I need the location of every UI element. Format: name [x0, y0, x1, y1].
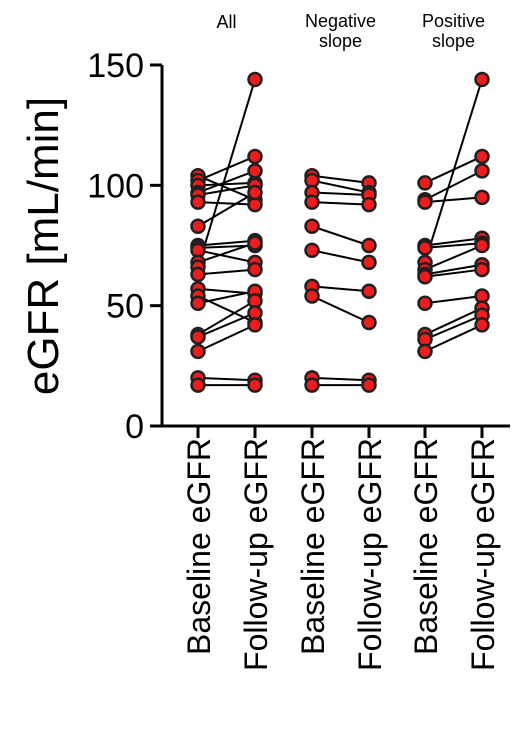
x-tick-labels: Baseline eGFR Follow-up eGFR Baseline eGFR… [181, 438, 501, 671]
baseline-point [190, 377, 206, 393]
baseline-point [304, 194, 320, 210]
x-tick-label: Follow-up eGFR [238, 438, 274, 671]
baseline-point [190, 329, 206, 345]
connecting-line [424, 314, 483, 341]
baseline-point [190, 343, 206, 360]
data-points [190, 71, 490, 393]
group-title: Negative [305, 11, 376, 31]
follow-up-point [474, 261, 490, 278]
follow-up-point [247, 148, 263, 165]
follow-up-point [247, 377, 263, 393]
x-tick-label: Baseline eGFR [408, 438, 444, 655]
axes: 0 50 100 150 [87, 47, 510, 446]
connecting-line [311, 225, 370, 247]
baseline-point [190, 194, 206, 210]
connecting-line [197, 239, 256, 247]
follow-up-point [361, 314, 377, 331]
baseline-point [417, 240, 433, 256]
follow-up-point [474, 237, 490, 254]
connecting-line [197, 311, 256, 338]
y-tick-label: 100 [87, 167, 144, 205]
follow-up-point [361, 196, 377, 213]
connecting-line [311, 295, 370, 324]
baseline-point [417, 295, 433, 312]
connecting-line [197, 191, 256, 228]
connecting-line [197, 184, 256, 196]
connecting-line [197, 299, 256, 336]
connecting-line [311, 191, 370, 196]
connecting-lines [197, 79, 483, 387]
group-title: slope [432, 31, 475, 51]
connecting-line [197, 169, 256, 194]
group-title: All [216, 12, 236, 32]
connecting-line [197, 174, 256, 201]
connecting-line [311, 201, 370, 206]
connecting-line [424, 237, 483, 247]
follow-up-point [247, 235, 263, 251]
follow-up-point [247, 71, 263, 88]
baseline-point [190, 266, 206, 283]
connecting-line [197, 181, 256, 187]
x-tick-label: Follow-up eGFR [465, 438, 501, 671]
connecting-line [197, 324, 256, 353]
x-tick-label: Baseline eGFR [181, 438, 217, 655]
baseline-point [304, 288, 320, 304]
follow-up-point [474, 148, 490, 165]
follow-up-point [361, 377, 377, 393]
baseline-point [190, 295, 206, 312]
connecting-line [197, 376, 256, 382]
baseline-point [304, 242, 320, 259]
connecting-line [424, 268, 483, 278]
connecting-line [424, 295, 483, 305]
y-tick-label: 50 [106, 288, 144, 326]
baseline-point [304, 218, 320, 234]
follow-up-point [474, 317, 490, 333]
connecting-line [424, 324, 483, 353]
follow-up-point [474, 71, 490, 88]
baseline-point [417, 175, 433, 191]
y-tick-label: 150 [87, 47, 144, 85]
baseline-point [417, 343, 433, 360]
connecting-line [197, 201, 256, 206]
follow-up-point [247, 317, 263, 333]
connecting-line [424, 79, 483, 263]
follow-up-point [361, 237, 377, 254]
group-title: Positive [422, 11, 485, 31]
connecting-line [311, 376, 370, 382]
connecting-line [197, 155, 256, 182]
follow-up-point [474, 163, 490, 179]
connecting-line [424, 242, 483, 249]
connecting-line [424, 307, 483, 336]
connecting-line [311, 179, 370, 194]
connecting-line [311, 249, 370, 264]
connecting-line [311, 174, 370, 184]
connecting-line [197, 290, 256, 305]
connecting-line [424, 244, 483, 271]
x-tick-label: Baseline eGFR [295, 438, 331, 655]
connecting-line [197, 79, 256, 268]
follow-up-point [247, 261, 263, 278]
y-axis-label: eGFR [mL/min] [19, 97, 68, 395]
follow-up-point [474, 189, 490, 206]
follow-up-point [361, 283, 377, 299]
group-title: slope [319, 31, 362, 51]
baseline-point [417, 194, 433, 210]
follow-up-point [361, 254, 377, 271]
connecting-line [197, 242, 256, 264]
baseline-point [417, 269, 433, 285]
connecting-line [424, 263, 483, 276]
x-tick-label: Follow-up eGFR [352, 438, 388, 671]
connecting-line [424, 196, 483, 204]
follow-up-point [247, 163, 263, 179]
connecting-line [197, 268, 256, 276]
connecting-line [311, 285, 370, 293]
baseline-point [304, 377, 320, 393]
connecting-line [424, 170, 483, 201]
baseline-point [190, 218, 206, 234]
y-tick-label: 0 [125, 408, 144, 446]
connecting-line [197, 249, 256, 264]
follow-up-point [247, 184, 263, 201]
